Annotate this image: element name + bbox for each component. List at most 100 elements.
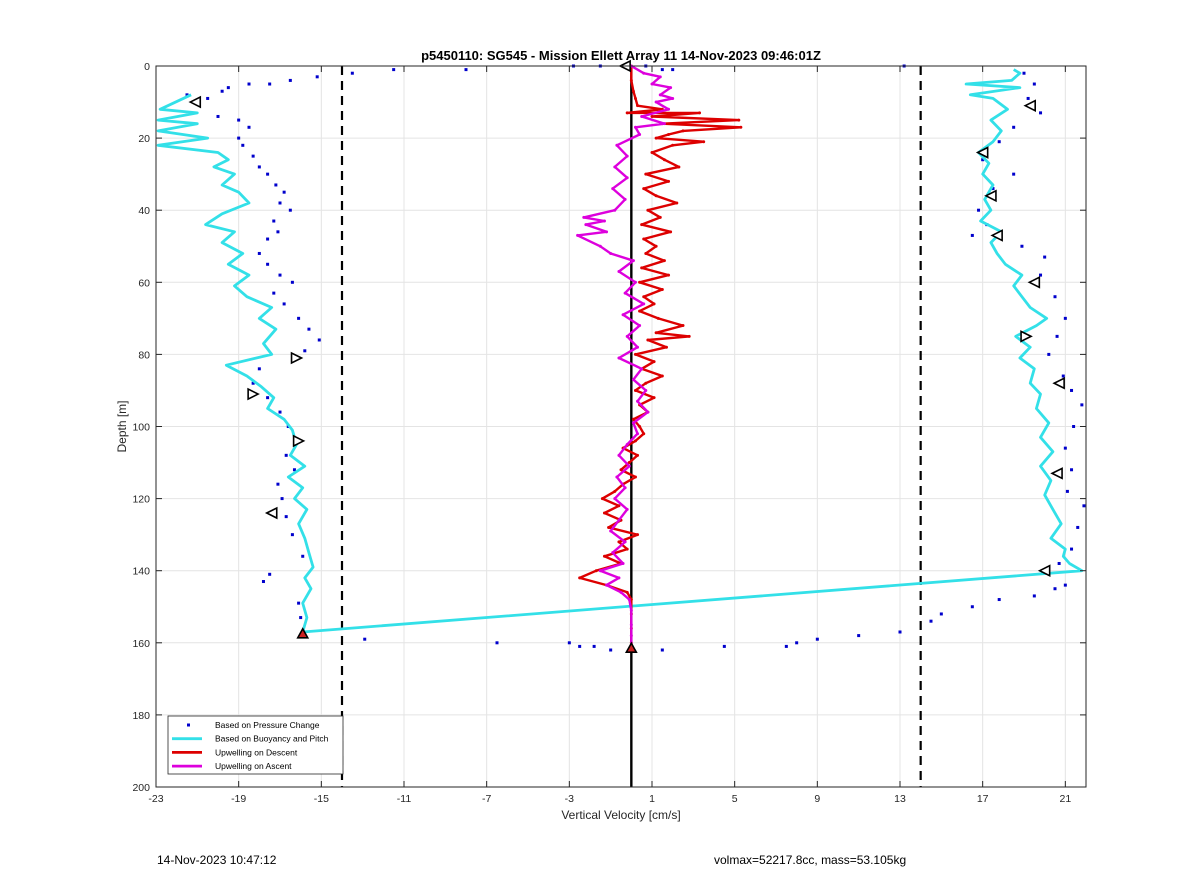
x-axis-label: Vertical Velocity [cm/s] (561, 808, 680, 822)
pressure-point (290, 280, 294, 284)
y-tick-label: 80 (138, 349, 150, 361)
pressure-point (1057, 561, 1061, 565)
pressure-point (977, 208, 981, 212)
series-point (625, 154, 629, 158)
series-point (702, 140, 706, 144)
pressure-point (1055, 334, 1059, 338)
series-point (633, 439, 637, 443)
series-point (739, 125, 743, 129)
pressure-point (795, 641, 799, 645)
series-point (669, 86, 673, 90)
pressure-point (247, 125, 251, 129)
legend-label: Based on Pressure Change (215, 720, 320, 730)
series-point (650, 151, 654, 155)
pressure-point (350, 71, 354, 75)
legend-swatch (187, 723, 190, 727)
series-point (640, 266, 644, 270)
pressure-point (307, 327, 311, 331)
series-point (638, 309, 642, 313)
series-point (615, 143, 619, 147)
pressure-point (299, 616, 303, 620)
pressure-point (282, 302, 286, 306)
pressure-point (237, 136, 241, 140)
x-tick-label: 9 (814, 793, 820, 805)
series-point (633, 475, 637, 479)
pressure-point (1039, 273, 1043, 277)
pressure-point (578, 644, 582, 648)
series-point (629, 78, 633, 82)
pressure-point (317, 338, 321, 342)
series-point (621, 561, 625, 565)
triangle-marker (1052, 376, 1065, 390)
series-point (625, 590, 629, 594)
series-point (600, 497, 604, 501)
series-point (667, 107, 671, 111)
pressure-point (185, 93, 189, 97)
series-point (623, 197, 627, 201)
pressure-point (1063, 446, 1067, 450)
pressure-point (1043, 255, 1047, 259)
triangle-marker (296, 627, 310, 639)
series-point (662, 158, 666, 162)
pressure-point (284, 453, 288, 457)
series-point (633, 96, 637, 100)
series-point (621, 313, 625, 317)
x-axis-ticks: -23 -19 -15 -11 -7 -3 1 5 9 13 17 21 (148, 66, 1071, 805)
x-tick-label: -7 (482, 793, 491, 805)
triangle-marker (264, 506, 278, 520)
series-point (625, 176, 629, 180)
pressure-point (1020, 244, 1024, 248)
series-point (638, 280, 642, 284)
series-point (627, 461, 631, 465)
pressure-point (241, 143, 245, 147)
pressure-point (567, 641, 571, 645)
pressure-point (282, 190, 286, 194)
pressure-point (929, 619, 933, 623)
pressure-point (671, 68, 675, 72)
series-point (640, 114, 644, 118)
series-point (638, 324, 642, 328)
series-point (605, 230, 609, 234)
series-point (631, 378, 635, 382)
pressure-point (495, 641, 499, 645)
pressure-point (278, 201, 282, 205)
series-point (633, 280, 637, 284)
series-point (609, 529, 613, 533)
triangle-marker (1020, 330, 1033, 343)
pressure-point (857, 634, 861, 638)
series-point (576, 233, 580, 237)
series-point (644, 251, 648, 255)
x-tick-label: -19 (231, 793, 246, 805)
series-point (633, 125, 637, 129)
series-point (642, 302, 646, 306)
series-point (625, 547, 629, 551)
series-point (611, 187, 615, 191)
series-point (737, 118, 741, 122)
series-point (658, 215, 662, 219)
pressure-point (592, 644, 596, 648)
series-point (664, 345, 668, 349)
series-point (636, 453, 640, 457)
series-point (652, 396, 656, 400)
y-tick-label: 140 (132, 566, 150, 578)
pressure-point (257, 367, 261, 371)
series-point (646, 208, 650, 212)
triangle-marker (188, 95, 202, 109)
series-point (627, 598, 631, 602)
pressure-point (392, 68, 396, 72)
pressure-point (237, 118, 241, 122)
series-point (644, 388, 648, 392)
pressure-point (1026, 96, 1030, 100)
legend-label: Upwelling on Descent (215, 747, 298, 757)
series-point (681, 129, 685, 133)
series-point (640, 367, 644, 371)
pressure-point (268, 82, 272, 86)
pressure-point (266, 262, 270, 266)
pressure-point (284, 515, 288, 519)
series-point (667, 273, 671, 277)
pressure-point (276, 482, 280, 486)
series-point (636, 432, 640, 436)
series-point (669, 230, 673, 234)
pressure-point (226, 86, 230, 90)
pressure-point (815, 637, 819, 641)
